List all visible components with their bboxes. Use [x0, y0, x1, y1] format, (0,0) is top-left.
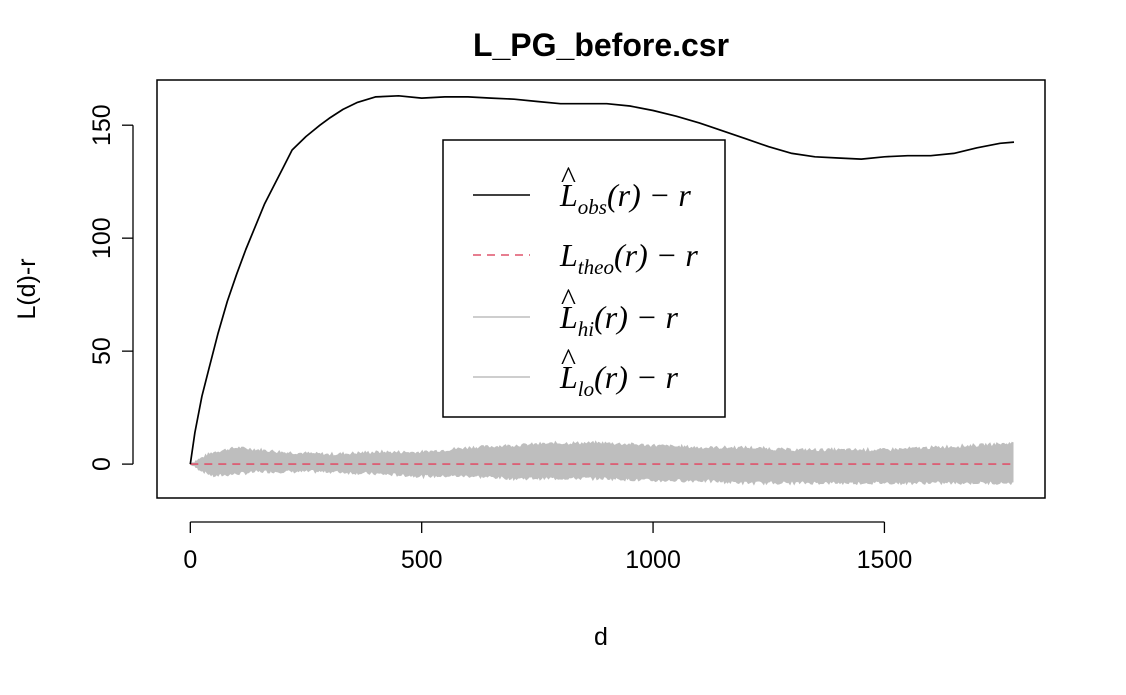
series-hi-line: [189, 440, 1014, 465]
legend-label: Llo(r) − r: [559, 359, 679, 401]
plot-area: [189, 94, 1015, 486]
y-axis-label: L(d)-r: [13, 258, 41, 319]
chart-title: L_PG_before.csr: [473, 27, 729, 63]
legend-label: Lobs(r) − r: [559, 177, 691, 219]
envelope-band: [190, 442, 1014, 484]
x-axis-label: d: [594, 623, 608, 651]
x-tick-label: 1500: [857, 546, 913, 574]
legend-entry-lo: Llo(r) − r^: [473, 341, 679, 401]
series-obs-line: [189, 94, 1015, 465]
y-axis: 0 50 100 150: [88, 104, 134, 471]
legend-hat-mark: ^: [560, 281, 576, 317]
plot-frame: [156, 79, 1046, 499]
legend-entry-hi: Lhi(r) − r^: [473, 281, 679, 341]
legend-entry-theo: Ltheo(r) − r: [473, 237, 698, 279]
y-tick-label: 100: [88, 217, 116, 259]
series-lo-line: [189, 463, 1014, 486]
legend-label: Ltheo(r) − r: [559, 237, 698, 279]
x-tick-label: 1000: [625, 546, 681, 574]
legend-hat-mark: ^: [560, 159, 576, 195]
x-axis: 0 500 1000 1500: [183, 521, 913, 574]
x-tick-label: 500: [401, 546, 443, 574]
y-tick-label: 150: [88, 104, 116, 146]
y-tick-label: 50: [88, 337, 116, 365]
y-tick-label: 0: [88, 457, 116, 471]
x-tick-label: 0: [183, 546, 197, 574]
legend-hat-mark: ^: [560, 341, 576, 377]
legend-entry-obs: Lobs(r) − r^: [473, 159, 691, 219]
legend-label: Lhi(r) − r: [559, 299, 679, 341]
legend-box: [442, 139, 726, 418]
